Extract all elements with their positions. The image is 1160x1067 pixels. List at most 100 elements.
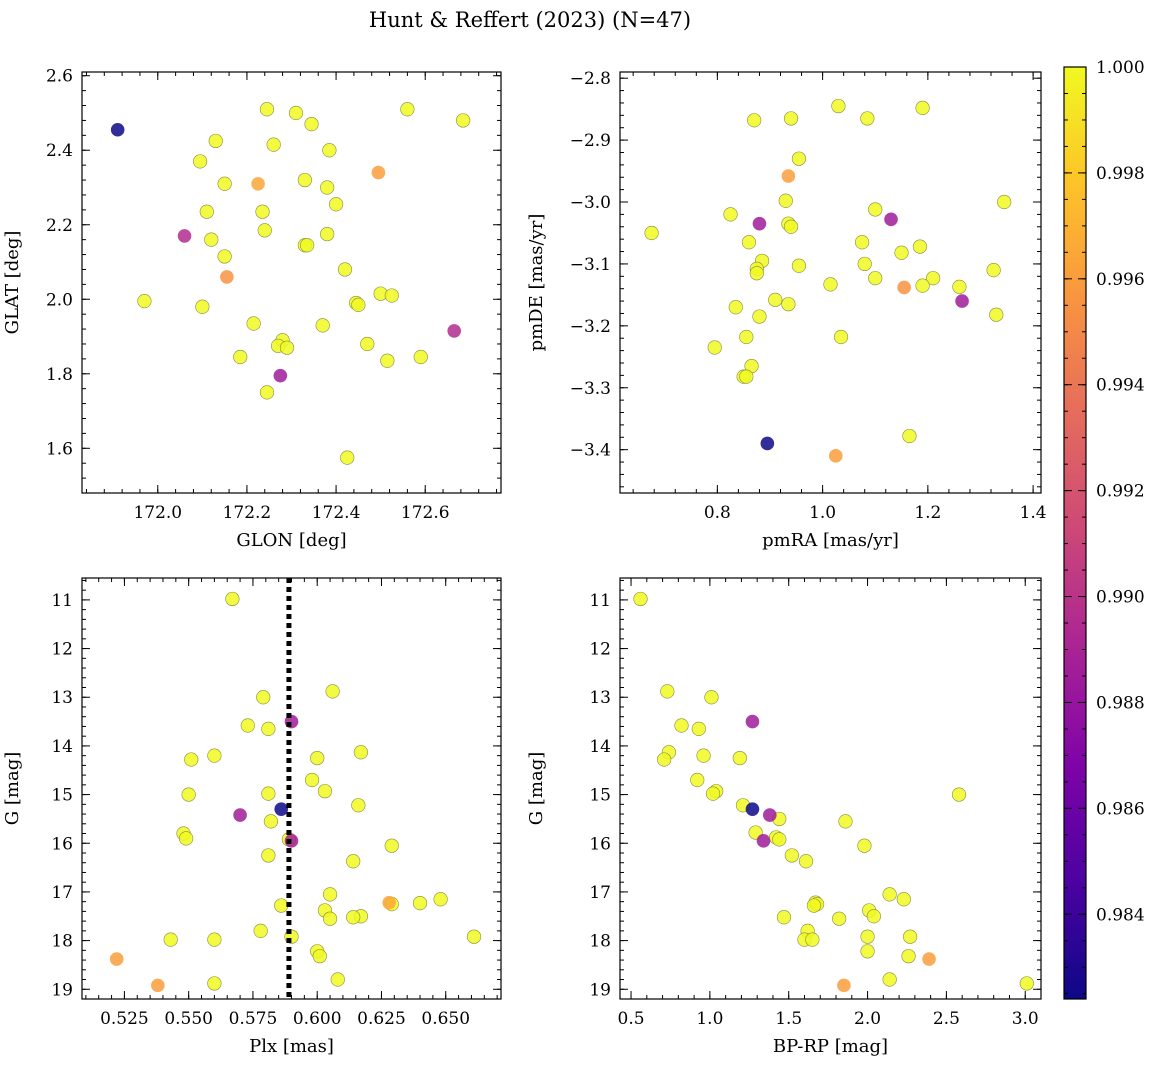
data-point [337, 262, 353, 277]
data-point [315, 318, 330, 333]
data-point [745, 714, 760, 729]
data-point [380, 353, 395, 368]
data-point [1019, 976, 1034, 991]
x-tick-label: 172.0 [133, 503, 182, 523]
data-point [745, 802, 760, 816]
x-tick-label: 0.525 [100, 1009, 149, 1029]
panel-2: 0.8 1.0 1.2 1.4 −2.8 −2.9 −3.0 −3.1 −3.2 −3.3 −3.4… [526, 69, 1047, 551]
data-point [781, 297, 796, 312]
y-axis-label: pmDE [mas/yr] [526, 214, 547, 352]
data-point [897, 280, 911, 295]
data-point [922, 952, 936, 966]
y-tick-label: −3.2 [570, 317, 611, 337]
colorbar-gradient [1063, 66, 1087, 1000]
data-point [208, 133, 223, 149]
y-tick-label: 1.8 [46, 365, 73, 385]
y-tick-label: 11 [51, 591, 73, 611]
data-point [412, 896, 428, 911]
data-point [288, 105, 304, 121]
data-point [259, 102, 275, 117]
data-point [791, 258, 807, 273]
data-point [110, 122, 125, 137]
y-tick-label: 14 [589, 737, 611, 757]
data-point [297, 172, 312, 188]
data-point [739, 329, 754, 345]
x-tick-label: 0.575 [229, 1009, 278, 1029]
data-point [723, 207, 738, 222]
data-point [778, 193, 793, 208]
data-point [351, 798, 366, 813]
data-point [707, 340, 722, 355]
data-point [251, 176, 265, 191]
data-point [261, 721, 276, 736]
data-point [322, 911, 338, 926]
data-point [204, 232, 219, 247]
y-tick-label: 16 [589, 834, 611, 854]
data-point [784, 848, 799, 863]
x-tick-label: 1.5 [775, 1009, 802, 1029]
data-point [255, 204, 270, 219]
data-point [838, 814, 853, 829]
tick-marks [620, 578, 1042, 1000]
data-point [860, 944, 875, 959]
panel-3: 0.525 0.550 0.575 0.600 0.625 0.650 11 12 13 14 15… [2, 577, 502, 1057]
data-point [179, 831, 194, 846]
tick-marks [82, 578, 501, 1000]
x-axis-label: Plx [mas] [249, 1036, 334, 1057]
data-point [832, 911, 847, 926]
colorbar-tick-label: 0.996 [1096, 270, 1145, 290]
plot-frame [81, 71, 502, 494]
data-point [181, 787, 196, 802]
y-tick-label: 15 [51, 786, 73, 806]
x-tick-label: 0.5 [618, 1009, 645, 1029]
y-axis-label: GLAT [deg] [2, 231, 23, 335]
data-point [704, 690, 719, 705]
data-point [320, 180, 335, 195]
data-point [273, 368, 288, 383]
data-point [798, 854, 814, 869]
data-point [768, 292, 783, 307]
data-point [896, 892, 911, 907]
data-point [915, 278, 930, 293]
colorbar: 0.984 0.986 0.988 0.990 0.992 0.994 0.996 0.998… [1063, 58, 1145, 1000]
data-point [760, 436, 775, 451]
panel-4: 0.5 1.0 1.5 2.0 2.5 3.0 11 12 13 14 15 16 17 18 19 BP-R… [526, 577, 1042, 1057]
data-point [732, 750, 747, 766]
data-point [256, 690, 271, 705]
data-point [346, 854, 361, 869]
data-point [866, 909, 881, 924]
data-point [304, 117, 319, 132]
y-tick-label: 2.0 [46, 290, 73, 310]
data-point [752, 216, 767, 231]
plot-frame [619, 577, 1042, 1000]
x-tick-label: 1.0 [809, 503, 836, 523]
x-tick-label: 2.0 [854, 1009, 881, 1029]
data-point [217, 176, 232, 191]
data-point [310, 750, 325, 766]
data-point [466, 929, 482, 944]
data-point [776, 910, 792, 925]
y-tick-label: 18 [589, 932, 611, 952]
data-point [828, 449, 843, 463]
data-point [783, 111, 799, 126]
data-point [246, 316, 261, 331]
data-point [783, 219, 799, 234]
data-point [857, 256, 872, 272]
colorbar-tick-label: 0.986 [1096, 799, 1145, 819]
data-point [860, 111, 875, 126]
data-point [884, 212, 898, 227]
data-point [705, 786, 721, 801]
data-point [351, 297, 366, 312]
data-point [806, 898, 822, 913]
data-point [300, 238, 315, 253]
data-point [915, 100, 930, 116]
data-point [304, 772, 320, 788]
colorbar-tick-label: 0.984 [1096, 905, 1145, 925]
data-point [741, 235, 757, 250]
x-axis-label: BP-RP [mag] [773, 1036, 888, 1057]
data-point [951, 787, 967, 802]
data-point [837, 978, 851, 993]
data-point [199, 204, 214, 219]
data-point [259, 385, 275, 400]
data-point [691, 721, 706, 736]
